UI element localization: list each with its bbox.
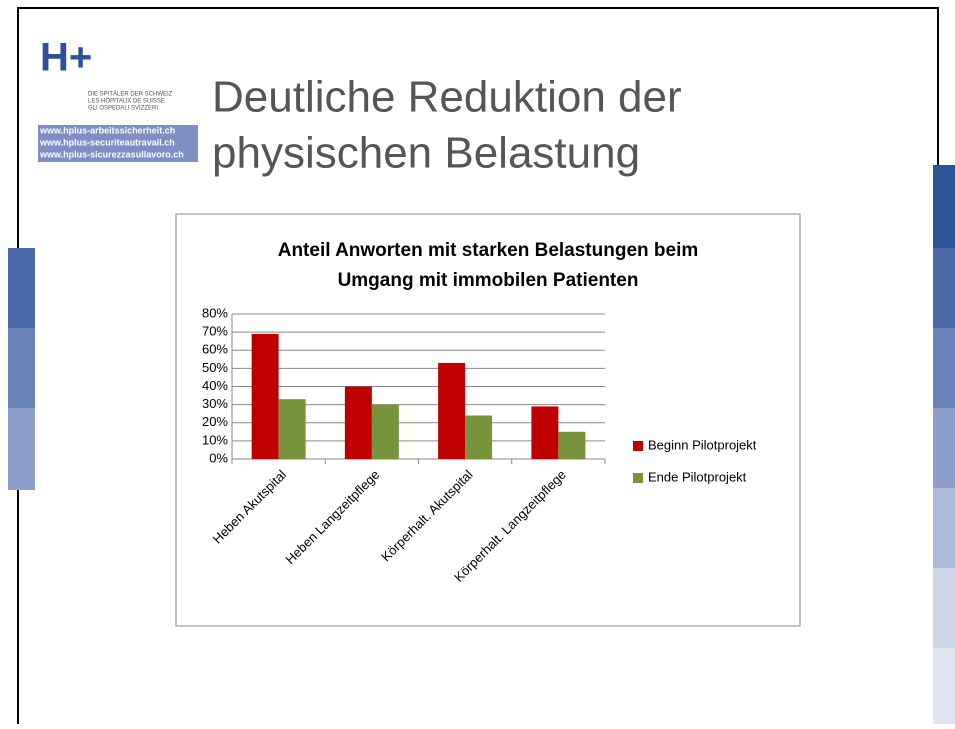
bar — [344, 386, 372, 459]
bar — [371, 404, 399, 459]
logo-url: www.hplus-securiteautravail.ch — [39, 137, 175, 147]
chart-title: Anteil Anworten mit starken Belastungen … — [278, 240, 699, 261]
legend-label: Ende Pilotprojekt — [648, 469, 747, 484]
right-stripes — [933, 165, 955, 724]
slide-title: physischen Belastung — [212, 129, 640, 178]
y-tick-label: 60% — [202, 342, 228, 357]
logo-mark: H+ — [40, 36, 92, 80]
y-tick-label: 80% — [202, 305, 228, 320]
y-tick-label: 40% — [202, 378, 228, 393]
y-tick-label: 30% — [202, 396, 228, 411]
y-tick-label: 10% — [202, 432, 228, 447]
bar — [251, 333, 279, 459]
y-tick-label: 50% — [202, 360, 228, 375]
logo-url: www.hplus-arbeitssicherheit.ch — [39, 125, 175, 135]
bar — [531, 406, 559, 459]
y-tick-label: 20% — [202, 414, 228, 429]
url-box — [38, 125, 198, 162]
bar — [438, 362, 466, 459]
left-stripes — [8, 248, 35, 490]
legend-swatch — [633, 441, 643, 451]
chart-title: Umgang mit immobilen Patienten — [338, 270, 639, 291]
bar — [465, 415, 493, 459]
slide-title: Deutliche Reduktion der — [212, 73, 682, 122]
logo-url: www.hplus-sicurezzasullavoro.ch — [39, 149, 184, 159]
bar — [558, 431, 586, 459]
logo-line: LES HÔPITAUX DE SUISSE — [88, 98, 165, 105]
y-tick-label: 70% — [202, 324, 228, 339]
y-tick-label: 0% — [209, 450, 228, 465]
logo-line: GLI OSPEDALI SVIZZERI — [88, 106, 158, 112]
legend-swatch — [633, 473, 643, 483]
bar — [278, 399, 306, 459]
legend-label: Beginn Pilotprojekt — [648, 437, 757, 452]
logo-line: DIE SPITÄLER DER SCHWEIZ — [88, 91, 173, 98]
